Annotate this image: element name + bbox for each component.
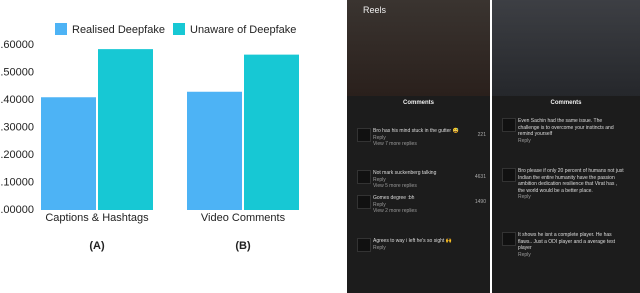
comment: Even Sachin had the same issue. The chal…: [502, 118, 624, 144]
reply[interactable]: Reply: [373, 201, 386, 208]
video: [347, 0, 490, 96]
comment-text: Not mark suckenberg talking: [373, 170, 437, 176]
avatar: [502, 118, 516, 132]
comment-text: Bro please if only 20 percent of humans …: [518, 168, 624, 194]
avatar: [357, 195, 371, 209]
y-tick-label: 0.00000: [0, 204, 34, 216]
comment: Bro please if only 20 percent of humans …: [502, 168, 624, 201]
comment-text: Bro has his mind stuck in the gutter 😅: [373, 128, 459, 134]
screenshot: Comments Even Sachin had the same issue.…: [492, 0, 640, 293]
header: Reels: [363, 5, 387, 15]
avatar: [502, 232, 516, 246]
comment-text: Even Sachin had the same issue. The chal…: [518, 118, 614, 137]
legend-label: Realised Deepfake: [72, 24, 165, 36]
like-count: 4631: [474, 174, 486, 180]
avatar: [502, 168, 516, 182]
reply[interactable]: Reply: [373, 176, 386, 183]
y-tick-label: 0.60000: [0, 39, 34, 51]
comment-text: Agrees to way i left he's so sight 🙌: [373, 238, 452, 244]
more-replies[interactable]: View 2 more replies: [373, 208, 417, 214]
reply[interactable]: Reply: [518, 251, 531, 258]
avatar: [357, 128, 371, 142]
comment: Gomes degree :bh Reply View 2 more replies…: [357, 195, 486, 215]
comment: Not mark suckenberg talking Reply View 5 m…: [357, 170, 486, 190]
comment: Agrees to way i left he's so sight 🙌 Repl…: [357, 238, 474, 252]
video: [492, 0, 640, 96]
reply[interactable]: Reply: [518, 194, 531, 200]
reply[interactable]: Reply: [373, 134, 386, 141]
y-tick-label: 0.40000: [0, 94, 34, 106]
panel-title: Comments: [402, 100, 434, 106]
chart: 0.00000 0.10000 0.20000 0.30000 0.40000 0.500…: [0, 23, 299, 252]
x-tick-label: Video Comments: [201, 212, 286, 224]
comment-text: Gomes degree :bh: [373, 195, 415, 201]
y-tick-label: 0.30000: [0, 121, 34, 133]
x-tick-label: Captions & Hashtags: [45, 212, 149, 224]
screenshot: Reels Comments Bro has his mind stuck in…: [347, 0, 490, 293]
legend-label: Unaware of Deepfake: [190, 24, 296, 36]
more-replies[interactable]: View 5 more replies: [373, 183, 417, 189]
bar: [41, 97, 96, 210]
comment: It shows he isnt a complete player. He h…: [502, 232, 624, 258]
like-count: 221: [477, 132, 486, 138]
panel-label: (B): [235, 240, 251, 252]
y-tick-label: 0.20000: [0, 149, 34, 161]
reply[interactable]: Reply: [373, 244, 386, 251]
like-count: 1490: [474, 199, 486, 205]
y-tick-label: 0.10000: [0, 176, 34, 188]
legend-swatch: [173, 23, 185, 35]
more-replies[interactable]: View 7 more replies: [373, 141, 417, 147]
bar: [187, 91, 242, 210]
bar: [244, 54, 299, 210]
avatar: [357, 170, 371, 184]
panel-label: (A): [89, 240, 105, 252]
y-tick-label: 0.50000: [0, 66, 34, 78]
comment-text: It shows he isnt a complete player. He h…: [518, 232, 615, 251]
bar: [98, 49, 153, 210]
comment: Bro has his mind stuck in the gutter 😅 Re…: [357, 128, 486, 148]
reply[interactable]: Reply: [518, 137, 531, 144]
avatar: [357, 238, 371, 252]
legend-swatch: [55, 23, 67, 35]
panel-title: Comments: [550, 100, 582, 106]
